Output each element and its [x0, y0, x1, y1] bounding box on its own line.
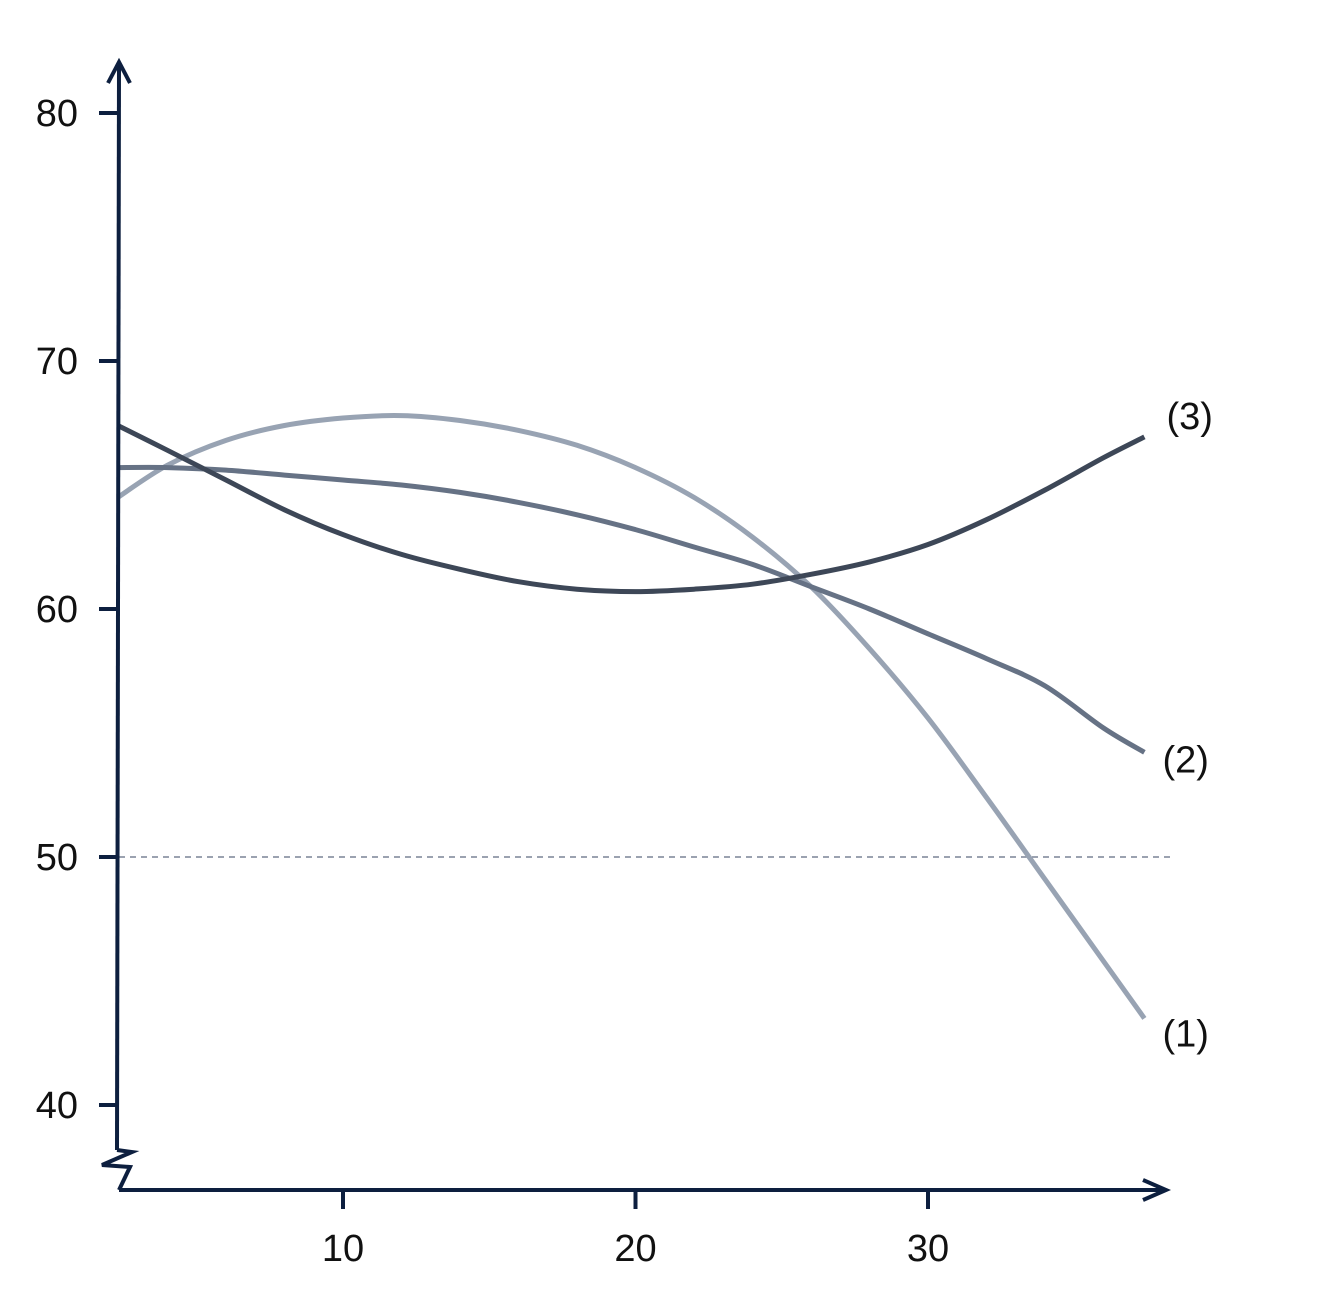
series-3-line — [116, 423, 1146, 595]
x-axis-arrowhead — [1142, 1178, 1172, 1202]
labels-layer: (1) (2) (3) 40 50 60 70 80 10 20 30 — [36, 93, 1213, 1270]
y-tick-label-70: 70 — [36, 341, 78, 383]
series-1-label: (1) — [1162, 1013, 1208, 1055]
y-axis-arrowhead — [106, 57, 132, 84]
series-2-line — [117, 464, 1146, 755]
series-3-label: (3) — [1166, 396, 1212, 438]
y-tick-label-40: 40 — [36, 1085, 78, 1127]
x-tick-label-30: 30 — [907, 1228, 949, 1270]
axes-layer — [101, 57, 1172, 1202]
series-layer — [116, 412, 1147, 1020]
x-tick-label-20: 20 — [614, 1228, 656, 1270]
x-tick-label-10: 10 — [322, 1228, 364, 1270]
axis-break-marker — [101, 1148, 140, 1191]
series-2-label: (2) — [1162, 739, 1208, 781]
ticks-layer — [99, 111, 930, 1209]
y-tick-label-80: 80 — [36, 93, 78, 135]
series-1-line — [116, 412, 1147, 1020]
y-tick-label-50: 50 — [36, 837, 78, 879]
y-tick-label-60: 60 — [36, 589, 78, 631]
